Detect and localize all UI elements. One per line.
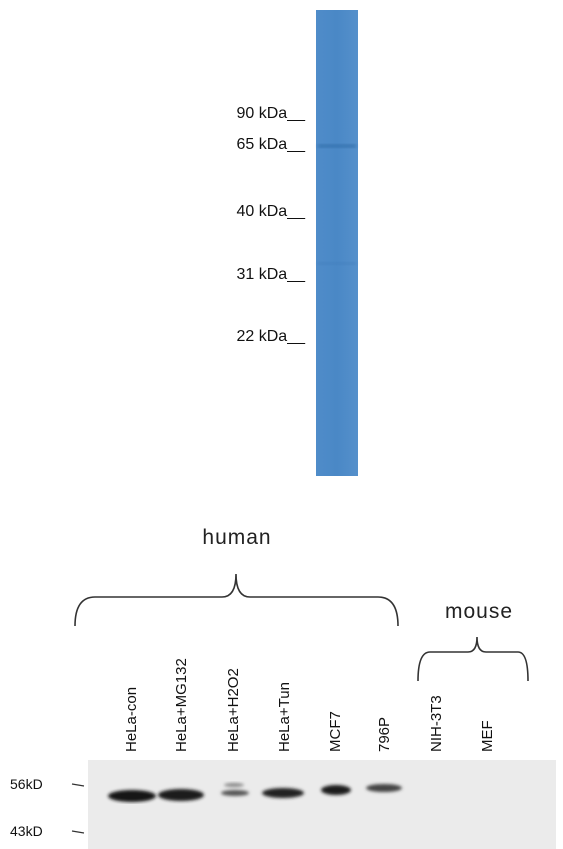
band bbox=[321, 785, 351, 795]
lane-label: HeLa+H2O2 bbox=[225, 668, 242, 752]
marker-label: 56kD bbox=[10, 776, 43, 792]
lane-label: MEF bbox=[479, 720, 496, 752]
band bbox=[366, 784, 402, 792]
band bbox=[262, 788, 304, 798]
lane-label: HeLa-con bbox=[123, 687, 140, 752]
figure: 90 kDa__ 65 kDa__ 40 kDa__ 31 kDa__ 22 k… bbox=[0, 0, 563, 849]
brace bbox=[75, 574, 398, 626]
band bbox=[224, 783, 244, 787]
lane-label: MCF7 bbox=[327, 711, 344, 752]
band bbox=[318, 262, 356, 265]
band bbox=[221, 790, 249, 796]
marker-label: 43kD bbox=[10, 823, 43, 839]
blot-lane bbox=[316, 10, 358, 476]
page: 90 kDa__ 65 kDa__ 40 kDa__ 31 kDa__ 22 k… bbox=[0, 0, 563, 849]
lane-label: 796P bbox=[376, 717, 393, 752]
lane-label: HeLa+Tun bbox=[276, 682, 293, 752]
blot-membrane bbox=[88, 760, 556, 849]
top-markers: 90 kDa__ 65 kDa__ 40 kDa__ 31 kDa__ 22 k… bbox=[237, 105, 307, 345]
brace bbox=[418, 637, 528, 681]
band bbox=[158, 789, 204, 801]
lane-labels: HeLa-con HeLa+MG132 HeLa+H2O2 HeLa+Tun M… bbox=[123, 658, 496, 752]
lane-label: HeLa+MG132 bbox=[173, 658, 190, 752]
marker-label: 40 kDa__ bbox=[237, 203, 307, 220]
lane-label: NIH-3T3 bbox=[428, 695, 445, 752]
marker-label: 65 kDa__ bbox=[237, 136, 307, 153]
marker-tick bbox=[72, 831, 84, 833]
group-label: mouse bbox=[445, 600, 513, 623]
band bbox=[108, 790, 156, 802]
marker-tick bbox=[72, 784, 84, 786]
group-label: human bbox=[202, 526, 271, 549]
band bbox=[318, 144, 356, 148]
marker-label: 90 kDa__ bbox=[237, 105, 307, 122]
marker-label: 22 kDa__ bbox=[237, 328, 307, 345]
marker-label: 31 kDa__ bbox=[237, 266, 307, 283]
